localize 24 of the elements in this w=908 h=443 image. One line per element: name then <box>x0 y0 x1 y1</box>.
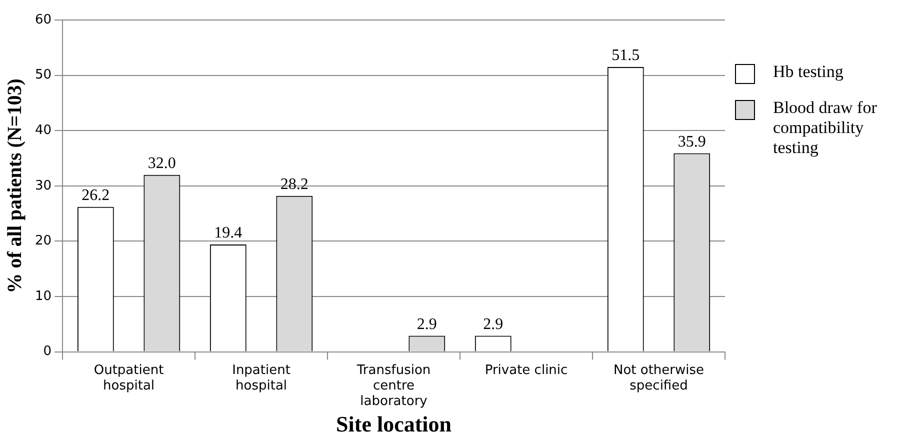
text: Hb testing <box>773 62 844 82</box>
x-tick-label: Private clinic <box>484 362 568 378</box>
x-tick-label: Transfusion centre laboratory <box>356 362 431 410</box>
y-tick-label: 60 <box>34 12 52 28</box>
x-axis-title: Site location <box>336 411 452 436</box>
data-label: 19.4 <box>214 224 242 242</box>
data-label: 35.9 <box>678 133 706 150</box>
data-label: 32.0 <box>148 155 176 172</box>
legend-label: Blood draw for compatibility testing <box>773 98 878 158</box>
data-label: 26.2 <box>82 187 110 204</box>
x-tick-label: Outpatient hospital <box>94 362 164 394</box>
y-tick-label: 10 <box>34 288 52 304</box>
data-label: 51.5 <box>612 47 640 64</box>
data-label: 28.2 <box>280 176 308 194</box>
y-axis-title: % of all patients (N=103) <box>4 78 26 294</box>
y-tick-label: 30 <box>34 178 52 194</box>
data-label: 2.9 <box>416 316 437 333</box>
x-tick-label: Not otherwise specified <box>613 362 704 394</box>
y-tick-label: 0 <box>43 344 52 360</box>
y-tick-label: 20 <box>34 234 52 249</box>
y-tick-label: 50 <box>34 68 52 83</box>
x-tick-label: Inpatient hospital <box>232 362 290 394</box>
data-label: 2.9 <box>483 316 504 333</box>
y-tick-label: 40 <box>34 122 52 138</box>
